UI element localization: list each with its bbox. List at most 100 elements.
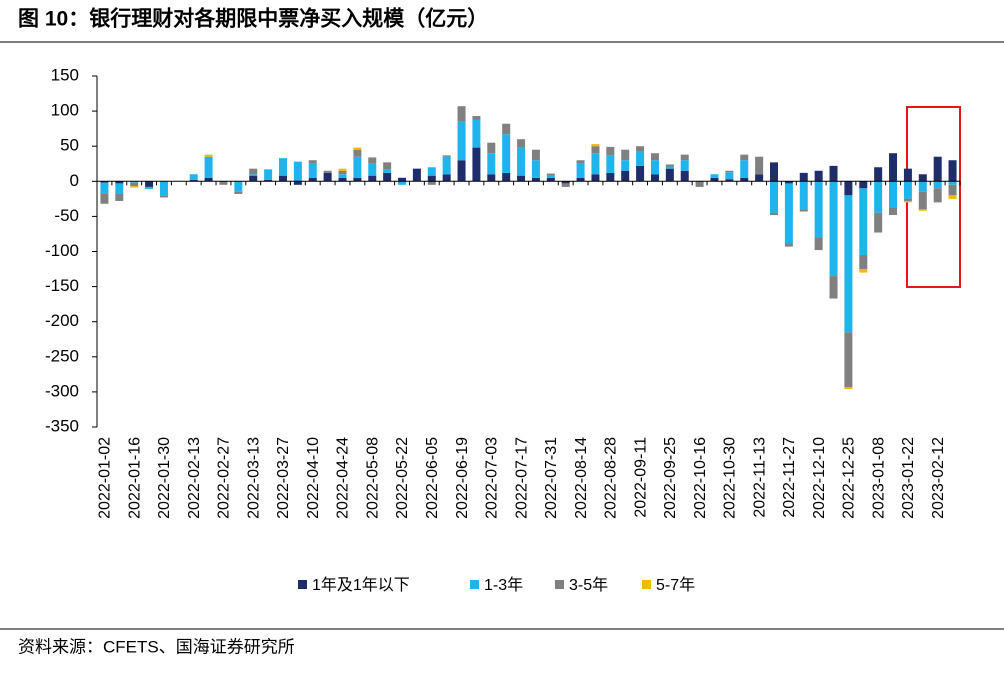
x-tick-label: 2022-05-22	[394, 437, 411, 519]
legend-label: 1年及1年以下	[312, 576, 410, 594]
bar-segment	[293, 181, 302, 185]
bar-segment	[472, 147, 481, 182]
bar-segment	[576, 177, 585, 182]
source: 资料来源：CFETS、国海证券研究所	[18, 637, 295, 656]
bar-segment	[680, 154, 689, 161]
bar-segment	[517, 139, 526, 148]
bar-segment	[353, 156, 362, 178]
bar-segment	[784, 181, 793, 184]
bar-segment	[829, 276, 838, 299]
legend-swatch	[298, 580, 307, 589]
bar-segment	[918, 191, 927, 210]
bar-segment	[427, 167, 436, 176]
bar-segment	[159, 195, 168, 198]
bar-segment	[502, 123, 511, 135]
bar-segment	[100, 182, 109, 194]
bar-segment	[636, 146, 645, 152]
bar-segment	[740, 177, 749, 182]
y-tick-label: 0	[70, 171, 79, 190]
chart-title: 图 10：银行理财对各期限中票净买入规模（亿元）	[18, 7, 488, 31]
bar-segment	[531, 177, 540, 182]
bar-segment	[457, 106, 466, 122]
legend-swatch	[555, 580, 564, 589]
bar-segment	[234, 191, 243, 194]
x-tick-label: 2022-04-10	[305, 437, 322, 519]
bar-segment	[353, 149, 362, 157]
x-tick-label: 2022-09-25	[662, 437, 679, 519]
bar-segment	[531, 160, 540, 178]
x-tick-label: 2022-03-13	[245, 437, 262, 519]
bar-segment	[561, 181, 570, 184]
bar-segment	[546, 173, 555, 176]
bar-segment	[442, 155, 451, 157]
y-tick-label: -100	[45, 241, 79, 260]
bar-segment	[204, 156, 213, 178]
bar-segment	[844, 181, 853, 196]
bar-segment	[784, 243, 793, 247]
bar-segment	[383, 169, 392, 173]
bar-segment	[338, 177, 347, 182]
bar-segment	[903, 198, 912, 201]
bar-segment	[145, 181, 154, 187]
bar-segment	[487, 174, 496, 182]
bar-segment	[740, 160, 749, 178]
bar-segment	[903, 200, 912, 203]
bar-segment	[665, 164, 674, 167]
x-tick-label: 2022-01-30	[156, 437, 173, 519]
bar-segment	[814, 170, 823, 182]
bar-segment	[829, 181, 838, 277]
bar-segment	[844, 386, 853, 390]
bar-segment	[398, 181, 407, 185]
bar-segment	[293, 161, 302, 182]
bar-segment	[368, 163, 377, 176]
bar-segment	[710, 177, 719, 182]
bar-segment	[189, 179, 198, 182]
bar-segment	[650, 160, 659, 175]
bar-segment	[531, 149, 540, 161]
bar-segment	[249, 168, 258, 175]
x-tick-label: 2022-12-25	[841, 437, 858, 519]
legend-label: 5-7年	[656, 576, 695, 594]
bar-segment	[115, 193, 124, 201]
bar-segment	[799, 172, 808, 182]
bar-segment	[695, 181, 704, 187]
x-tick-label: 2022-08-14	[573, 437, 590, 519]
bar-segment	[918, 181, 927, 192]
bar-segment	[829, 165, 838, 182]
x-tick-label: 2022-08-28	[603, 437, 620, 519]
bar-segment	[725, 170, 734, 173]
bar-segment	[636, 165, 645, 182]
bar-segment	[874, 167, 883, 182]
x-tick-label: 2022-05-08	[364, 437, 381, 519]
bar-segment	[472, 116, 481, 120]
bar-segment	[308, 177, 317, 182]
legend-label: 3-5年	[569, 576, 608, 594]
bar-segment	[204, 177, 213, 182]
bar-segment	[427, 175, 436, 182]
y-tick-label: -50	[54, 206, 79, 225]
x-tick-label: 2022-07-31	[543, 437, 560, 519]
bar-segment	[770, 162, 779, 182]
bar-segment	[859, 181, 868, 189]
bar-segment	[517, 175, 526, 182]
bar-segment	[427, 181, 436, 185]
bar-segment	[740, 154, 749, 161]
bar-segment	[650, 174, 659, 182]
bar-segment	[933, 188, 942, 203]
bar-segment	[725, 172, 734, 180]
bar-segment	[100, 181, 109, 183]
bar-segment	[546, 175, 555, 178]
y-tick-label: -350	[45, 416, 79, 435]
bar-segment	[591, 174, 600, 182]
bar-segment	[933, 156, 942, 182]
bar-segment	[874, 212, 883, 233]
bar-segment	[264, 169, 273, 180]
bar-segment	[398, 177, 407, 182]
bar-segment	[591, 144, 600, 147]
bar-segment	[323, 172, 332, 182]
bar-segment	[814, 237, 823, 251]
bar-segment	[621, 160, 630, 171]
bar-segment	[770, 212, 779, 215]
bar-segment	[502, 134, 511, 173]
